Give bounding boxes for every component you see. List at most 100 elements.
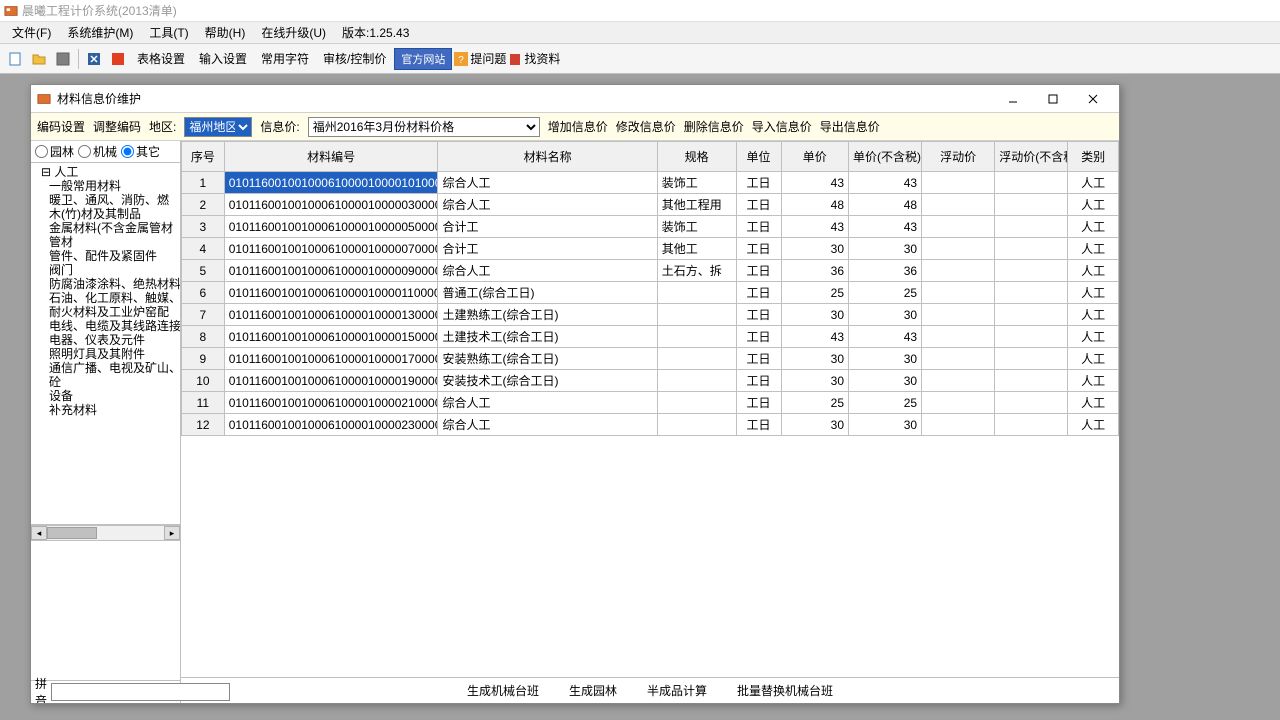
delete-info-button[interactable]: 删除信息价 (684, 118, 744, 135)
grid-cell[interactable]: 工日 (736, 348, 781, 370)
grid-cell[interactable] (922, 260, 995, 282)
tree-item[interactable]: ⊟ 人工 (31, 165, 180, 179)
grid-cell[interactable]: 30 (849, 370, 922, 392)
scroll-right-button[interactable]: ▸ (164, 526, 180, 540)
grid-cell[interactable]: 普通工(综合工日) (438, 282, 657, 304)
import-info-button[interactable]: 导入信息价 (752, 118, 812, 135)
tree-item[interactable]: 管件、配件及紧固件 (31, 249, 180, 263)
filter-other[interactable]: 其它 (121, 143, 160, 160)
filter-garden[interactable]: 园林 (35, 143, 74, 160)
grid-cell[interactable]: 工日 (736, 238, 781, 260)
grid-cell[interactable]: 工日 (736, 392, 781, 414)
stop-button[interactable] (107, 48, 129, 70)
grid-cell[interactable]: 43 (781, 172, 848, 194)
grid-header[interactable]: 类别 (1068, 142, 1119, 172)
menu-maintain[interactable]: 系统维护(M) (59, 22, 141, 43)
audit-control-button[interactable]: 审核/控制价 (317, 48, 392, 69)
table-row[interactable]: 201011600100100061000010000030000综合人工其他工… (182, 194, 1119, 216)
tree-item[interactable]: 金属材料(不含金属管材 (31, 221, 180, 235)
info-price-select[interactable]: 福州2016年3月份材料价格 (308, 117, 540, 137)
grid-cell[interactable] (995, 326, 1068, 348)
grid-cell[interactable]: 30 (849, 304, 922, 326)
grid-cell[interactable]: 土建熟练工(综合工日) (438, 304, 657, 326)
grid-cell[interactable] (657, 348, 736, 370)
grid-cell[interactable]: 人工 (1068, 216, 1119, 238)
grid-header[interactable]: 材料编号 (224, 142, 438, 172)
grid-cell[interactable] (995, 392, 1068, 414)
grid-cell[interactable]: 11 (182, 392, 225, 414)
gen-garden-button[interactable]: 生成园林 (569, 682, 617, 699)
tree-item[interactable]: 电线、电缆及其线路连接 (31, 319, 180, 333)
grid-cell[interactable] (657, 392, 736, 414)
grid-cell[interactable]: 25 (849, 392, 922, 414)
grid-cell[interactable]: 01011600100100061000010000101000 (224, 172, 438, 194)
table-row[interactable]: 301011600100100061000010000050000合计工装饰工工… (182, 216, 1119, 238)
grid-cell[interactable] (922, 370, 995, 392)
grid-cell[interactable] (922, 414, 995, 436)
grid-cell[interactable]: 43 (849, 326, 922, 348)
grid-cell[interactable] (995, 238, 1068, 260)
filter-machine[interactable]: 机械 (78, 143, 117, 160)
grid-cell[interactable]: 人工 (1068, 326, 1119, 348)
grid-cell[interactable]: 10 (182, 370, 225, 392)
grid-cell[interactable]: 43 (781, 216, 848, 238)
grid-cell[interactable]: 4 (182, 238, 225, 260)
grid-cell[interactable]: 01011600100100061000010000150000 (224, 326, 438, 348)
grid-header[interactable]: 材料名称 (438, 142, 657, 172)
grid-cell[interactable] (657, 414, 736, 436)
grid-header[interactable]: 浮动价(不含税) (995, 142, 1068, 172)
grid-cell[interactable]: 1 (182, 172, 225, 194)
grid-cell[interactable] (922, 216, 995, 238)
menu-upgrade[interactable]: 在线升级(U) (253, 22, 334, 43)
grid-cell[interactable]: 综合人工 (438, 194, 657, 216)
grid-cell[interactable]: 5 (182, 260, 225, 282)
grid-cell[interactable]: 25 (849, 282, 922, 304)
grid-cell[interactable]: 综合人工 (438, 392, 657, 414)
tree-item[interactable]: 阀门 (31, 263, 180, 277)
grid-cell[interactable]: 2 (182, 194, 225, 216)
grid-cell[interactable]: 工日 (736, 414, 781, 436)
grid-cell[interactable] (995, 414, 1068, 436)
grid-cell[interactable] (922, 304, 995, 326)
grid-cell[interactable] (995, 172, 1068, 194)
grid-cell[interactable] (922, 282, 995, 304)
grid-header[interactable]: 序号 (182, 142, 225, 172)
batch-replace-button[interactable]: 批量替换机械台班 (737, 682, 833, 699)
grid-cell[interactable]: 30 (781, 414, 848, 436)
common-chars-button[interactable]: 常用字符 (255, 48, 315, 69)
grid-cell[interactable] (922, 194, 995, 216)
grid-cell[interactable] (657, 282, 736, 304)
menu-help[interactable]: 帮助(H) (197, 22, 254, 43)
save-button[interactable] (52, 48, 74, 70)
grid-cell[interactable]: 01011600100100061000010000190000 (224, 370, 438, 392)
export-info-button[interactable]: 导出信息价 (820, 118, 880, 135)
tree-hscrollbar[interactable]: ◂ ▸ (31, 525, 180, 541)
grid-cell[interactable]: 安装技术工(综合工日) (438, 370, 657, 392)
grid-cell[interactable]: 48 (781, 194, 848, 216)
grid-cell[interactable] (657, 370, 736, 392)
grid-cell[interactable] (922, 238, 995, 260)
grid-cell[interactable] (922, 348, 995, 370)
table-row[interactable]: 701011600100100061000010000130000土建熟练工(综… (182, 304, 1119, 326)
find-data-button[interactable]: 找资料 (524, 50, 560, 67)
grid-cell[interactable] (922, 172, 995, 194)
grid-cell[interactable]: 人工 (1068, 172, 1119, 194)
grid-cell[interactable]: 25 (781, 392, 848, 414)
grid-cell[interactable]: 人工 (1068, 260, 1119, 282)
adjust-code-button[interactable]: 调整编码 (93, 118, 141, 135)
exit-button[interactable] (83, 48, 105, 70)
tree-item[interactable]: 一般常用材料 (31, 179, 180, 193)
table-row[interactable]: 801011600100100061000010000150000土建技术工(综… (182, 326, 1119, 348)
grid-cell[interactable]: 综合人工 (438, 172, 657, 194)
grid-cell[interactable]: 其他工 (657, 238, 736, 260)
grid-cell[interactable]: 30 (781, 238, 848, 260)
menu-file[interactable]: 文件(F) (4, 22, 59, 43)
grid-cell[interactable]: 人工 (1068, 282, 1119, 304)
ask-question-button[interactable]: 提问题 (470, 50, 506, 67)
grid-cell[interactable]: 9 (182, 348, 225, 370)
category-tree[interactable]: ⊟ 人工 一般常用材料 暖卫、通风、消防、燃 木(竹)材及其制品 金属材料(不含… (31, 163, 180, 525)
tree-item[interactable]: 设备 (31, 389, 180, 403)
modify-info-button[interactable]: 修改信息价 (616, 118, 676, 135)
grid-header[interactable]: 单价(不含税) (849, 142, 922, 172)
grid-cell[interactable]: 工日 (736, 370, 781, 392)
